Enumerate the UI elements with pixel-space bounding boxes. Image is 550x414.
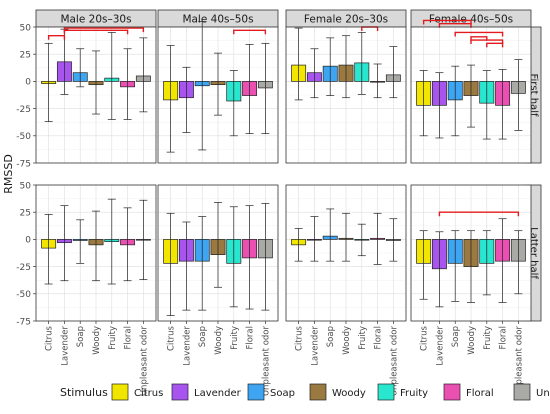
significance-bracket: [422, 19, 472, 25]
legend-label-woody: Woody: [332, 388, 366, 399]
significance-bracket: [470, 36, 488, 41]
x-tick-label-soap: Soap: [451, 326, 461, 347]
y-tick-label: -50: [16, 290, 31, 300]
legend-swatch-unpleasant-odor: [513, 383, 531, 401]
x-tick-label-soap: Soap: [76, 326, 86, 347]
legend-swatch-fruity: [377, 383, 395, 401]
x-tick-label-woody: Woody: [467, 326, 477, 355]
x-tick-label-citrus: Citrus: [420, 325, 430, 351]
legend-label-soap: Soap: [270, 388, 295, 399]
y-tick-label: 50: [20, 181, 32, 191]
x-tick-label-fruity: Fruity: [358, 326, 368, 350]
significance-bracket: [470, 39, 504, 45]
panel-border: [35, 26, 157, 164]
x-tick-label-lavender: Lavender: [435, 326, 445, 366]
significance-bracket: [47, 35, 66, 40]
x-tick-label-unpleasant-odor: Unpleasant odor: [261, 325, 271, 396]
x-tick-label-floral: Floral: [246, 326, 256, 350]
y-tick-label: -75: [16, 159, 31, 169]
legend-label-fruity: Fruity: [400, 388, 428, 399]
x-tick-label-unpleasant-odor: Unpleasant odor: [389, 325, 399, 396]
x-tick-label-fruity: Fruity: [108, 326, 118, 350]
y-tick-label: -25: [16, 263, 31, 273]
x-tick-label-fruity: Fruity: [230, 326, 240, 350]
significance-bracket: [438, 211, 520, 217]
y-tick-label: 0: [25, 78, 31, 88]
x-tick-label-lavender: Lavender: [60, 326, 70, 366]
legend-swatch-floral: [443, 383, 461, 401]
x-tick-label-citrus: Citrus: [45, 325, 55, 351]
row-title-first-half: First half: [528, 74, 539, 117]
y-tick-label: 0: [25, 236, 31, 246]
legend-label-citrus: Citrus: [134, 388, 163, 399]
y-tick-label: 50: [20, 23, 32, 33]
x-tick-label-unpleasant-odor: Unpleasant odor: [139, 325, 149, 396]
facet-title-female-40s-50s: Female 40s–50s: [429, 14, 513, 26]
x-tick-label-woody: Woody: [214, 326, 224, 355]
x-tick-label-lavender: Lavender: [310, 326, 320, 366]
y-tick-label: -75: [16, 317, 31, 327]
legend-title: Stimulus: [60, 386, 108, 399]
facet-title-female-20s-30s: Female 20s–30s: [304, 14, 388, 26]
significance-bracket: [486, 42, 504, 48]
significance-bracket: [63, 29, 129, 35]
x-tick-label-floral: Floral: [124, 326, 134, 350]
y-axis-title: RMSSD: [2, 154, 15, 194]
x-tick-label-floral: Floral: [499, 326, 509, 350]
x-tick-label-soap: Soap: [326, 326, 336, 347]
x-tick-label-floral: Floral: [374, 326, 384, 350]
x-tick-label-citrus: Citrus: [167, 325, 177, 351]
panel-border: [285, 26, 407, 164]
significance-bracket: [233, 29, 267, 35]
y-tick-label: -50: [16, 132, 31, 142]
facet-title-male-20s-30s: Male 20s–30s: [60, 14, 131, 26]
x-tick-label-lavender: Lavender: [182, 326, 192, 366]
x-tick-label-citrus: Citrus: [295, 325, 305, 351]
significance-bracket: [63, 27, 145, 33]
y-tick-label: 25: [20, 51, 31, 61]
significance-bracket: [438, 23, 472, 28]
x-tick-label-fruity: Fruity: [483, 326, 493, 350]
legend-swatch-woody: [309, 383, 327, 401]
legend-label-floral: Floral: [466, 388, 494, 399]
facet-title-male-40s-50s: Male 40s–50s: [182, 14, 253, 26]
panel-border: [157, 26, 279, 164]
y-tick-label: 25: [20, 209, 31, 219]
x-tick-label-soap: Soap: [198, 326, 208, 347]
legend-swatch-soap: [247, 383, 265, 401]
legend-swatch-lavender: [171, 383, 189, 401]
legend-label-unpleasant-odor: Unpleasant odor: [536, 388, 550, 399]
x-tick-label-woody: Woody: [342, 326, 352, 355]
y-tick-label: -25: [16, 105, 31, 115]
legend-swatch-citrus: [111, 383, 129, 401]
legend-label-lavender: Lavender: [194, 388, 242, 399]
x-tick-label-unpleasant-odor: Unpleasant odor: [514, 325, 524, 396]
x-tick-label-woody: Woody: [92, 326, 102, 355]
row-title-latter-half: Latter half: [528, 227, 539, 279]
panel-border: [410, 26, 532, 164]
significance-bracket: [454, 31, 504, 37]
